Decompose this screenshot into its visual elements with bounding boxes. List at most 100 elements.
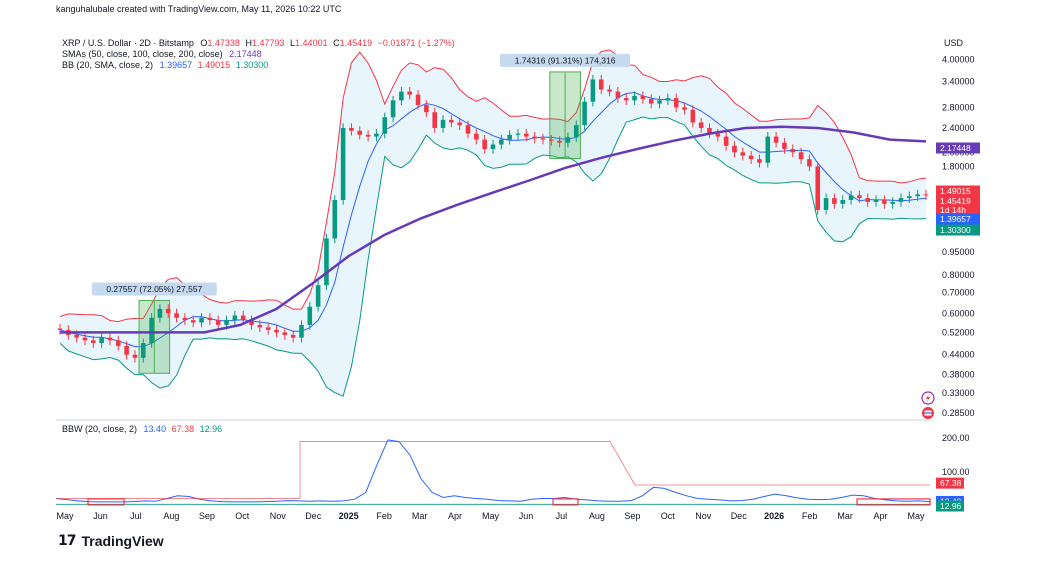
y-tick-label: 0.52000 [942,327,975,337]
candle-body [898,198,904,202]
y-tick-label: 4.00000 [942,55,975,65]
bbw-tag-text: 12.96 [940,501,962,511]
legend-symbol-line: XRP / U.S. Dollar · 2D · Bitstamp O1.473… [62,38,455,48]
y-tick-label: 3.40000 [942,76,975,86]
candle-body [315,285,321,307]
candle-body [782,142,787,150]
candle-body [199,317,204,323]
candle-body [532,136,537,139]
candle-body [590,79,596,102]
time-axis: May Jun Jul Aug Sep Oct Nov Dec 2025 Feb Mar Apr May… [56,511,925,521]
x-tick-label: Apr [874,511,888,521]
price-tag-bg [936,224,980,236]
lightning-icon[interactable] [921,391,935,405]
y-tick-label: 0.28500 [942,408,975,418]
x-tick-label: Aug [589,511,605,521]
y-tick-label: 0.33000 [942,388,975,398]
candle-body [282,332,288,335]
bbw-squeeze-box [87,498,125,506]
candle-body [165,308,171,314]
legend-bb-lower: 1.30300 [236,60,269,70]
legend-high: 1.47793 [252,38,285,48]
candle-body [257,324,263,328]
candle-body [682,107,687,110]
candle-body [657,100,662,104]
candle-body [790,149,796,153]
candle-body [823,198,829,210]
candle-body [582,101,587,126]
y-tick-label: 0.95000 [942,247,975,257]
candle-body [723,136,729,146]
candle-body [449,119,454,123]
bbw-value-a: 13.40 [144,424,167,434]
candle-body [565,137,571,143]
candle-body [457,122,462,126]
x-tick-label: Sep [199,511,215,521]
x-tick-label: 2025 [339,511,359,521]
y-tick-label: 0.44000 [942,350,975,360]
candle-body [365,134,371,137]
bbw-value-c: 12.96 [200,424,223,434]
x-tick-label: Sep [624,511,640,521]
legend-sma-line: SMAs (50, close, 100, close, 200, close)… [62,49,262,59]
candle-body [107,337,113,341]
candle-body [573,125,579,138]
bbw-tag-text: 67.38 [940,478,962,488]
flag-icon[interactable] [922,407,934,419]
candle-body [357,130,363,135]
candle-body [840,200,846,204]
measure-tools: 0.27557 (72.05%) 27,557 1.74316 (91.31%) … [91,53,631,374]
x-tick-label: May [482,511,500,521]
candle-body [665,98,671,101]
price-axis: 4.000003.400002.800002.400002.000001.800… [942,55,975,418]
candle-body [765,136,771,163]
candlesticks [57,74,929,363]
price-tag-bg [936,213,980,225]
bbw-tag-bg [936,477,964,489]
candle-body [290,334,296,338]
candle-body [507,134,512,140]
candle-body [815,166,821,210]
candle-body [232,315,238,321]
legend-bb-upper: 1.49015 [198,60,231,70]
legend-sma: SMAs (50, close, 100, close, 200, close) [62,49,223,59]
price-tag-bg [936,195,980,207]
candle-body [399,91,404,101]
x-tick-label: Mar [837,511,853,521]
x-tick-label: Nov [270,511,287,521]
candle-body [524,133,529,137]
price-tag-text: 1.30300 [940,225,971,235]
candle-body [748,155,754,160]
x-tick-label: Jun [93,511,108,521]
candle-body [673,98,679,108]
price-tag-text: 1.49015 [940,186,971,196]
candle-body [807,159,812,167]
legend-bb: BB (20, SMA, close, 2) [62,60,153,70]
candle-body [82,337,88,341]
x-tick-label: Apr [448,511,462,521]
tradingview-logo-text: TradingView [81,533,164,549]
bollinger-band-fill [60,50,926,397]
x-tick-label: Aug [163,511,179,521]
candle-body [882,200,887,204]
candle-body [698,122,704,128]
candle-body [548,139,554,141]
bollinger-lines [59,49,927,397]
price-tag-text: 1.45419 [940,196,971,206]
x-tick-label: Feb [376,511,392,521]
candle-body [598,79,604,90]
y-tick-label: 0.80000 [942,270,975,280]
measure-label-bg [500,53,631,67]
candle-body [482,139,487,150]
candle-body [374,133,379,137]
bbw-squeeze-box [552,498,579,506]
x-tick-label: Oct [235,511,250,521]
bbw-y-tick: 100.00 [942,467,970,477]
bbw-title: BBW (20, close, 2) [62,424,137,434]
candle-body [648,99,654,104]
candle-body [732,145,737,153]
candle-body [174,313,179,318]
